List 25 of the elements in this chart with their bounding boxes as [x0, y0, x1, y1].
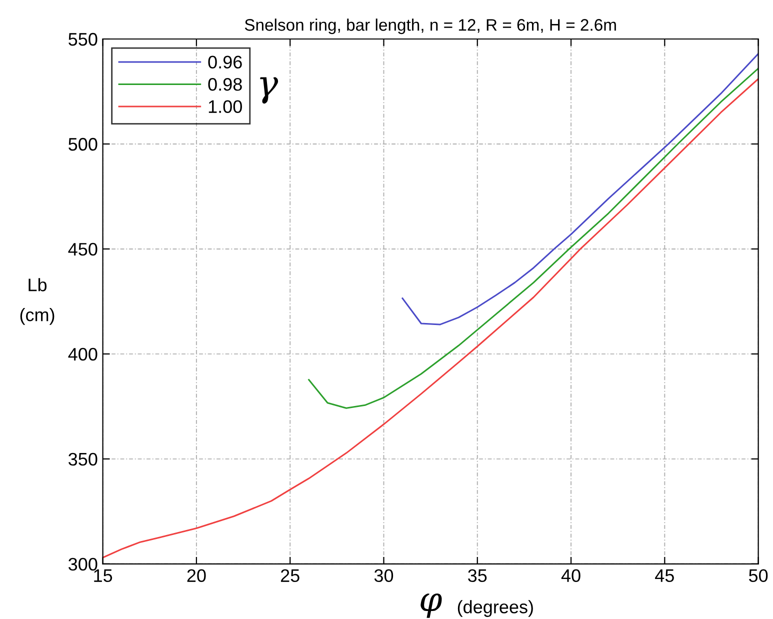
x-tick-label: 50: [748, 569, 768, 582]
x-tick-label: 35: [468, 569, 487, 582]
text: (degrees): [458, 600, 533, 617]
x-tick-label: 40: [561, 569, 580, 582]
y-axis-title: Lb (cm): [20, 278, 54, 325]
legend-label: 0.96: [208, 56, 242, 69]
line-series: [308, 68, 758, 409]
x-tick-label: 20: [187, 569, 206, 582]
x-tick-label: 30: [374, 569, 394, 582]
line-series: [102, 78, 758, 558]
x-tick-label: 15: [94, 569, 112, 582]
legend-label: 0.98: [208, 78, 242, 91]
y-tick-label: 300: [68, 558, 98, 571]
x-tick-label: 45: [655, 569, 674, 582]
y-tick-label: 500: [68, 138, 98, 151]
y-tick-label: 450: [68, 242, 98, 256]
y-tick-label: 400: [68, 348, 98, 361]
y-tick-label: 350: [68, 452, 98, 466]
legend-label: 1.00: [208, 100, 242, 114]
x-tick-label: 25: [280, 569, 300, 582]
y-tick-label: 550: [68, 32, 98, 46]
x-axis-title: φ: [420, 594, 442, 618]
legend-title: γ: [260, 77, 278, 104]
chart-title: Snelson ring, bar length, n = 12, R = 6m, H = 2.6m: [244, 18, 616, 34]
line-series: [402, 52, 758, 326]
